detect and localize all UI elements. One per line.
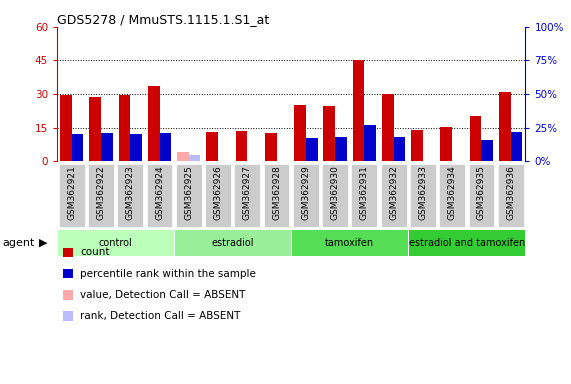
Text: GSM362923: GSM362923 (126, 165, 135, 220)
Text: estradiol and tamoxifen: estradiol and tamoxifen (409, 238, 525, 248)
Text: percentile rank within the sample: percentile rank within the sample (80, 268, 256, 279)
FancyBboxPatch shape (292, 230, 408, 256)
Bar (148, 86, 159, 161)
Text: tamoxifen: tamoxifen (325, 238, 375, 248)
Text: GSM362929: GSM362929 (301, 165, 311, 220)
Text: GSM362924: GSM362924 (155, 165, 164, 220)
FancyBboxPatch shape (88, 164, 114, 227)
Bar (323, 106, 335, 161)
Text: GSM362926: GSM362926 (214, 165, 223, 220)
Text: GSM362928: GSM362928 (272, 165, 281, 220)
Text: GSM362922: GSM362922 (96, 165, 106, 220)
FancyBboxPatch shape (469, 164, 494, 227)
Text: ▶: ▶ (39, 238, 47, 248)
FancyBboxPatch shape (235, 164, 260, 227)
Text: GSM362933: GSM362933 (419, 165, 428, 220)
Bar (510, 132, 522, 161)
Text: GSM362927: GSM362927 (243, 165, 252, 220)
Text: control: control (99, 238, 132, 248)
Text: value, Detection Call = ABSENT: value, Detection Call = ABSENT (80, 290, 246, 300)
FancyBboxPatch shape (381, 164, 407, 227)
Text: GSM362931: GSM362931 (360, 165, 369, 220)
FancyBboxPatch shape (59, 164, 85, 227)
Text: GSM362921: GSM362921 (67, 165, 77, 220)
Bar (89, 98, 101, 161)
FancyBboxPatch shape (409, 230, 525, 256)
Bar (440, 127, 452, 161)
Text: GSM362936: GSM362936 (506, 165, 515, 220)
Bar (177, 152, 189, 161)
Bar (353, 61, 364, 161)
Bar (206, 132, 218, 161)
Bar (294, 105, 306, 161)
Text: GSM362934: GSM362934 (448, 165, 457, 220)
Text: GDS5278 / MmuSTS.1115.1.S1_at: GDS5278 / MmuSTS.1115.1.S1_at (57, 13, 270, 26)
Bar (159, 133, 171, 161)
Bar (119, 95, 130, 161)
Bar (364, 125, 376, 161)
FancyBboxPatch shape (498, 164, 524, 227)
FancyBboxPatch shape (264, 164, 289, 227)
FancyBboxPatch shape (205, 164, 231, 227)
Text: GSM362935: GSM362935 (477, 165, 486, 220)
FancyBboxPatch shape (176, 164, 202, 227)
Bar (236, 131, 247, 161)
Bar (335, 137, 347, 161)
Text: GSM362932: GSM362932 (389, 165, 398, 220)
Text: estradiol: estradiol (211, 238, 254, 248)
Bar (499, 92, 510, 161)
Bar (481, 140, 493, 161)
FancyBboxPatch shape (118, 164, 143, 227)
FancyBboxPatch shape (147, 164, 172, 227)
FancyBboxPatch shape (293, 164, 319, 227)
Bar (60, 95, 72, 161)
FancyBboxPatch shape (410, 164, 436, 227)
Bar (130, 134, 142, 161)
Bar (411, 130, 423, 161)
Text: GSM362925: GSM362925 (184, 165, 194, 220)
Bar (382, 94, 393, 161)
Bar (72, 134, 83, 161)
FancyBboxPatch shape (322, 164, 348, 227)
FancyBboxPatch shape (175, 230, 291, 256)
Bar (265, 133, 276, 161)
FancyBboxPatch shape (352, 164, 377, 227)
Bar (101, 133, 112, 161)
Bar (470, 116, 481, 161)
FancyBboxPatch shape (58, 230, 174, 256)
Text: count: count (80, 247, 110, 258)
Bar (189, 155, 200, 161)
FancyBboxPatch shape (439, 164, 465, 227)
Text: rank, Detection Call = ABSENT: rank, Detection Call = ABSENT (80, 311, 240, 321)
Text: GSM362930: GSM362930 (331, 165, 340, 220)
Bar (393, 137, 405, 161)
Text: agent: agent (3, 238, 35, 248)
Bar (306, 139, 317, 161)
